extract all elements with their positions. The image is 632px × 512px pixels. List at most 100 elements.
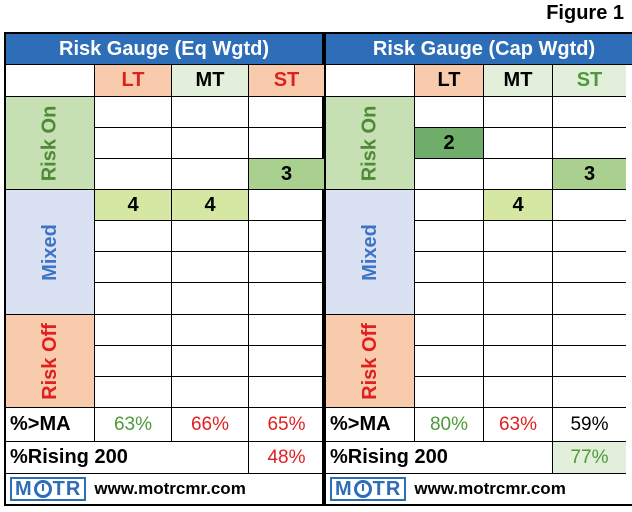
grid-cell	[249, 190, 324, 221]
grid-cell	[484, 252, 553, 283]
panel-title: Risk Gauge (Cap Wgtd)	[326, 34, 632, 65]
grid-cell	[95, 252, 172, 283]
grid-cell	[415, 221, 484, 252]
value-cell: 4	[95, 190, 172, 221]
pct-ma-lt: 80%	[415, 408, 484, 442]
motr-logo: M TR	[330, 477, 407, 501]
grid-cell	[172, 377, 249, 408]
grid-cell	[484, 97, 553, 128]
grid-cell	[172, 159, 249, 190]
band-label: Mixed	[38, 223, 61, 281]
grid-cell	[95, 97, 172, 128]
band-risk-off: Risk Off	[6, 315, 95, 408]
grid-cell	[484, 159, 553, 190]
grid-cell	[484, 221, 553, 252]
grid-cell	[553, 283, 626, 315]
pct-ma-label: %>MA	[6, 408, 95, 442]
grid-cell	[95, 159, 172, 190]
grid-cell	[95, 221, 172, 252]
grid-cell	[415, 283, 484, 315]
band-label: Risk On	[358, 105, 381, 181]
grid-cell	[249, 97, 324, 128]
grid-cell	[553, 252, 626, 283]
header-blank	[326, 65, 415, 97]
pct-ma-st: 59%	[553, 408, 626, 442]
grid-cell	[553, 190, 626, 221]
target-icon	[353, 480, 372, 498]
band-label: Risk Off	[358, 322, 381, 400]
header-st: ST	[553, 65, 626, 97]
pct-ma-lt: 63%	[95, 408, 172, 442]
header-lt: LT	[415, 65, 484, 97]
pct-rising-label: %Rising 200	[6, 442, 249, 474]
header-lt: LT	[95, 65, 172, 97]
pct-rising-value: 77%	[553, 442, 626, 474]
value-cell: 3	[249, 159, 324, 190]
grid-cell	[484, 283, 553, 315]
panel-title: Risk Gauge (Eq Wgtd)	[6, 34, 322, 65]
grid-cell	[553, 377, 626, 408]
grid-cell	[95, 315, 172, 346]
grid-cell	[415, 315, 484, 346]
grid-cell	[553, 221, 626, 252]
grid-cell	[249, 283, 324, 315]
grid-cell	[172, 221, 249, 252]
band-mixed: Mixed	[6, 190, 95, 315]
pct-rising-label: %Rising 200	[326, 442, 553, 474]
grid-cell	[415, 159, 484, 190]
grid-cell	[95, 377, 172, 408]
website-link[interactable]: www.motrcmr.com	[94, 479, 246, 498]
website-link[interactable]: www.motrcmr.com	[414, 479, 566, 498]
grid-cell	[249, 128, 324, 159]
figure-label: Figure 1	[546, 2, 624, 24]
band-risk-on: Risk On	[326, 97, 415, 190]
band-label: Risk On	[38, 105, 61, 181]
header-mt: MT	[484, 65, 553, 97]
grid-cell	[553, 315, 626, 346]
grid-cell	[249, 315, 324, 346]
pct-ma-st: 65%	[249, 408, 324, 442]
grid-cell	[415, 346, 484, 377]
grid-cell	[249, 221, 324, 252]
grid-cell	[553, 97, 626, 128]
grid-cell	[95, 346, 172, 377]
pct-rising-value: 48%	[249, 442, 324, 474]
grid-cell	[249, 346, 324, 377]
header-mt: MT	[172, 65, 249, 97]
grid-cell	[415, 97, 484, 128]
value-cell: 3	[553, 159, 626, 190]
grid-cell	[172, 315, 249, 346]
pct-ma-mt: 63%	[484, 408, 553, 442]
band-mixed: Mixed	[326, 190, 415, 315]
band-risk-on: Risk On	[6, 97, 95, 190]
header-st: ST	[249, 65, 324, 97]
logo-letters: TR	[52, 477, 82, 500]
motr-logo: M TR	[10, 477, 87, 501]
grid-cell	[415, 252, 484, 283]
logo-letters: TR	[372, 477, 402, 500]
logo-letter: M	[335, 477, 353, 500]
band-risk-off: Risk Off	[326, 315, 415, 408]
grid-cell	[484, 346, 553, 377]
grid-cell	[484, 315, 553, 346]
grid-cell	[249, 377, 324, 408]
panel-footer: M TR www.motrcmr.com	[6, 474, 322, 504]
grid-cell	[172, 128, 249, 159]
grid-cell	[484, 128, 553, 159]
panel-footer: M TR www.motrcmr.com	[326, 474, 632, 504]
risk-gauge-eq-wgtd-panel: Risk Gauge (Eq Wgtd) LT MT ST Risk On Mi…	[4, 32, 324, 506]
grid-cell	[249, 252, 324, 283]
grid-cell	[172, 283, 249, 315]
value-cell: 4	[172, 190, 249, 221]
grid-cell	[415, 190, 484, 221]
logo-letter: M	[15, 477, 33, 500]
grid-cell	[553, 346, 626, 377]
grid-cell	[415, 377, 484, 408]
grid-cell	[95, 283, 172, 315]
band-label: Mixed	[358, 223, 381, 281]
value-cell: 4	[484, 190, 553, 221]
grid-cell	[172, 346, 249, 377]
value-cell: 2	[415, 128, 484, 159]
risk-gauge-cap-wgtd-panel: Risk Gauge (Cap Wgtd) LT MT ST Risk On M…	[324, 32, 632, 506]
target-icon	[33, 480, 52, 498]
